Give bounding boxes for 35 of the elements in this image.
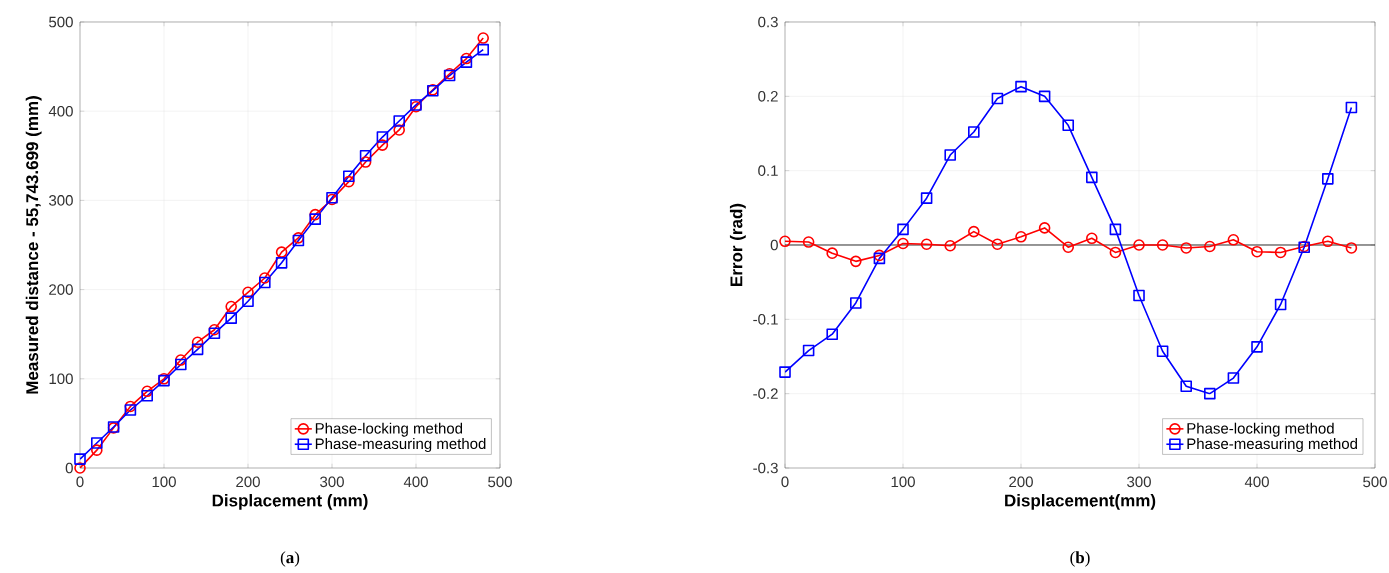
x-tick-label: 200	[1009, 476, 1033, 488]
y-tick-label: -0.3	[753, 462, 778, 474]
x-axis-title: Displacement(mm)	[1005, 494, 1156, 510]
y-tick-label: -0.2	[753, 388, 778, 399]
y-tick-label: -0.1	[753, 314, 778, 325]
text: (a)	[280, 551, 300, 567]
x-tick-label: 100	[891, 476, 915, 488]
legend-label: Phase-measuring method	[315, 438, 486, 453]
x-tick-label: 500	[488, 476, 512, 488]
legend-label: Phase-measuring method	[1187, 438, 1357, 453]
y-tick-label: 500	[49, 16, 73, 28]
y-axis-title: Measured distance - 55,743.699 (mm)	[25, 96, 42, 394]
y-tick-label: 200	[49, 284, 73, 295]
x-tick-label: 0	[76, 476, 84, 488]
x-tick-label: 200	[236, 476, 260, 488]
y-tick-label: 300	[49, 195, 73, 206]
legend-label: Phase-locking method	[1187, 422, 1334, 437]
x-axis-title: Displacement (mm)	[212, 494, 368, 510]
legend-label: Phase-locking method	[315, 422, 463, 437]
x-tick-label: 400	[403, 476, 428, 488]
y-tick-label: 0.1	[758, 165, 778, 176]
y-tick-label: 0.2	[758, 91, 778, 102]
y-tick-label: 100	[49, 373, 73, 385]
x-tick-label: 100	[152, 476, 176, 488]
y-tick-label: 0.3	[758, 16, 778, 28]
x-tick-label: 300	[1127, 476, 1151, 488]
x-tick-label: 400	[1244, 476, 1269, 488]
y-tick-label: 400	[48, 105, 73, 117]
x-tick-label: 0	[781, 476, 789, 488]
text: (b)	[1070, 551, 1090, 567]
y-axis-title: Error (rad)	[729, 203, 746, 286]
y-tick-label: 0	[770, 239, 778, 251]
y-tick-label: 0	[65, 462, 73, 474]
x-tick-label: 500	[1363, 476, 1387, 488]
x-tick-label: 300	[320, 476, 344, 488]
